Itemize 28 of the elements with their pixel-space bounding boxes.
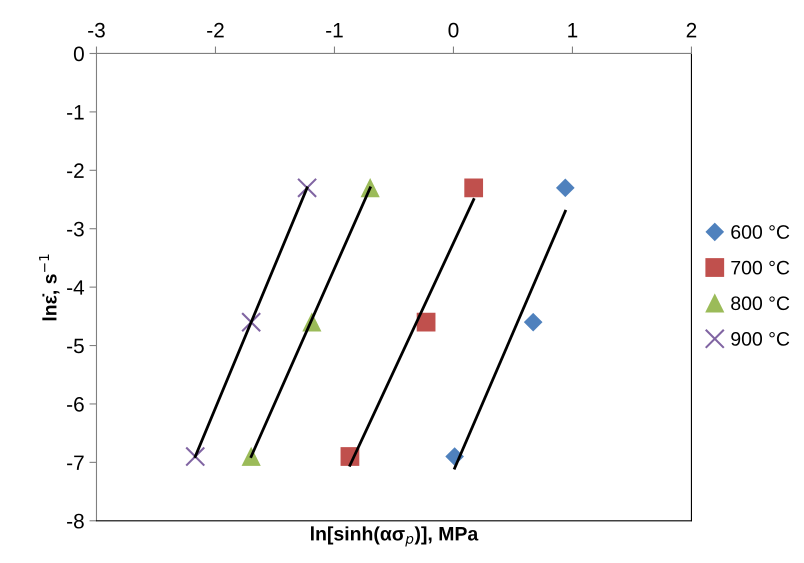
y-tick-label: -2 [67, 163, 84, 178]
point [185, 446, 206, 467]
y-tick-label: 0 [74, 46, 84, 62]
y-tick-label: -7 [67, 456, 84, 470]
x-tick-label: 1 [568, 23, 578, 38]
y-tick-label: -3 [67, 222, 84, 236]
x-tick-label: 2 [686, 22, 696, 38]
y-axis-title: lnε̇, s$^{−1}$ [39, 254, 60, 320]
x-tick-label: 0 [448, 22, 458, 38]
y-tick-label: -5 [67, 338, 84, 354]
x-tick-label: -1 [326, 23, 343, 38]
legend-label: 600 °C [731, 225, 790, 239]
x-tick-label: -2 [207, 22, 224, 38]
legend-label: 800 °C [731, 296, 790, 310]
point [524, 312, 542, 332]
point [416, 312, 436, 332]
point [297, 178, 318, 198]
point [464, 178, 484, 198]
y-tick-label: -6 [67, 396, 84, 412]
y-tick-label: -8 [67, 514, 84, 529]
y-tick-label: -4 [67, 280, 84, 295]
x-axis-title: ln[sinh(ασ$_{p}$)], MPa [311, 526, 478, 546]
x-tick-label: -3 [88, 22, 105, 38]
legend-label: 700 °C [731, 260, 790, 275]
legend-label: 900 °C [731, 332, 790, 346]
y-tick-label: -1 [67, 105, 84, 120]
point [556, 178, 574, 198]
point [241, 312, 262, 332]
